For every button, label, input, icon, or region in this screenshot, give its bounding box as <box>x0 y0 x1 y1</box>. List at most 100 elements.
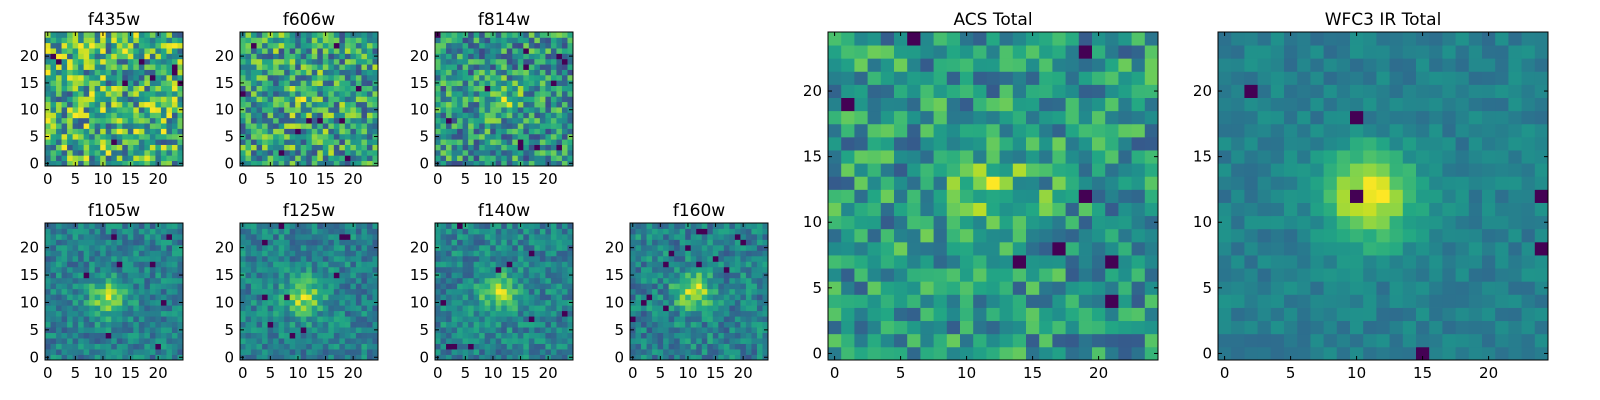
heatmap-cell <box>999 215 1014 230</box>
heatmap-cell <box>690 327 697 333</box>
heatmap-cell <box>440 255 447 262</box>
heatmap-cell <box>372 316 379 323</box>
heatmap-cell <box>171 160 178 167</box>
heatmap-cell <box>1131 189 1146 203</box>
heatmap-cell <box>561 266 568 273</box>
heatmap-cell <box>350 299 357 306</box>
heatmap-cell <box>256 74 263 81</box>
heatmap-cell <box>251 123 257 129</box>
heatmap-cell <box>630 349 636 355</box>
heatmap-cell <box>712 294 719 301</box>
heatmap-cell <box>295 316 302 323</box>
heatmap-cell <box>674 272 681 279</box>
heatmap-cell <box>116 321 123 328</box>
heatmap-cell <box>986 333 1000 348</box>
heatmap-cell <box>468 349 475 355</box>
heatmap-cell <box>528 239 535 246</box>
heatmap-cell <box>1012 307 1027 322</box>
heatmap-cell <box>545 85 552 92</box>
heatmap-cell <box>745 233 752 240</box>
heatmap-cell <box>171 223 178 229</box>
heatmap-cell <box>646 261 653 268</box>
heatmap-cell <box>457 80 463 86</box>
heatmap-cell <box>473 42 480 49</box>
heatmap-cell <box>506 64 513 70</box>
heatmap-cell <box>841 228 855 243</box>
heatmap-cell <box>1118 333 1132 348</box>
heatmap-cell <box>372 58 379 65</box>
heatmap-cell <box>867 307 882 322</box>
heatmap-cell <box>289 288 296 295</box>
heatmap-cell <box>740 316 747 323</box>
heatmap-cell <box>490 338 497 344</box>
heatmap-cell <box>50 239 57 246</box>
heatmap-cell <box>462 37 469 44</box>
heatmap-cell <box>144 316 151 323</box>
heatmap-cell <box>999 228 1014 243</box>
heatmap-cell <box>133 117 140 124</box>
heatmap-cell <box>133 261 140 268</box>
heatmap-cell <box>712 349 719 355</box>
heatmap-cell <box>144 223 151 229</box>
heatmap-cell <box>366 327 373 333</box>
heatmap-cell <box>501 48 508 54</box>
heatmap-cell <box>751 332 758 339</box>
heatmap-cell <box>333 133 340 140</box>
heatmap-cell <box>295 310 302 317</box>
heatmap-cell <box>116 228 123 235</box>
heatmap-cell <box>50 266 57 273</box>
heatmap-cell <box>339 239 346 246</box>
heatmap-cell <box>256 261 263 268</box>
heatmap-cell <box>127 277 134 284</box>
heatmap-cell <box>160 321 167 328</box>
heatmap-cell <box>652 239 658 246</box>
x-tick-label: 20 <box>539 170 558 188</box>
heatmap-cell <box>256 101 263 108</box>
heatmap-cell <box>240 144 246 151</box>
heatmap-cell <box>78 37 85 44</box>
heatmap-cell <box>479 96 486 103</box>
heatmap-cell <box>160 85 167 92</box>
heatmap-cell <box>94 48 101 54</box>
heatmap-cell <box>528 321 535 328</box>
heatmap-cell <box>468 149 475 156</box>
heatmap-cell <box>641 277 647 284</box>
heatmap-cell <box>100 42 107 49</box>
heatmap-cell <box>111 283 118 290</box>
heatmap-cell <box>144 305 151 312</box>
heatmap-cell <box>355 139 362 145</box>
heatmap-cell <box>512 149 519 156</box>
heatmap-cell <box>550 266 557 273</box>
heatmap-cell <box>339 316 346 323</box>
heatmap-cell <box>284 261 291 268</box>
heatmap-cell <box>177 64 184 70</box>
heatmap-cell <box>528 37 535 44</box>
heatmap-cell <box>111 338 118 344</box>
heatmap-cell <box>177 294 184 301</box>
heatmap-cell <box>986 268 1000 282</box>
heatmap-cell <box>116 332 123 339</box>
heatmap-cell <box>300 294 307 301</box>
heatmap-cell <box>523 283 530 290</box>
heatmap-cell <box>734 233 741 240</box>
axis-frame <box>629 222 769 361</box>
heatmap-cell <box>528 160 535 167</box>
heatmap-cell <box>133 123 140 129</box>
heatmap-cell <box>256 244 263 251</box>
heatmap-cell <box>72 107 79 113</box>
heatmap-cell <box>105 283 112 290</box>
heatmap-cell <box>262 90 268 97</box>
heatmap-cell <box>339 112 346 119</box>
heatmap-cell <box>278 123 285 129</box>
heatmap-cell <box>245 42 252 49</box>
heatmap-cell <box>50 272 57 279</box>
heatmap-cell <box>462 310 469 317</box>
heatmap-cell <box>435 139 441 145</box>
heatmap-cell <box>506 294 513 301</box>
heatmap-cell <box>556 228 563 235</box>
heatmap-cell <box>506 107 513 113</box>
heatmap-cell <box>262 354 268 361</box>
heatmap-cell <box>278 239 285 246</box>
heatmap-cell <box>567 283 574 290</box>
